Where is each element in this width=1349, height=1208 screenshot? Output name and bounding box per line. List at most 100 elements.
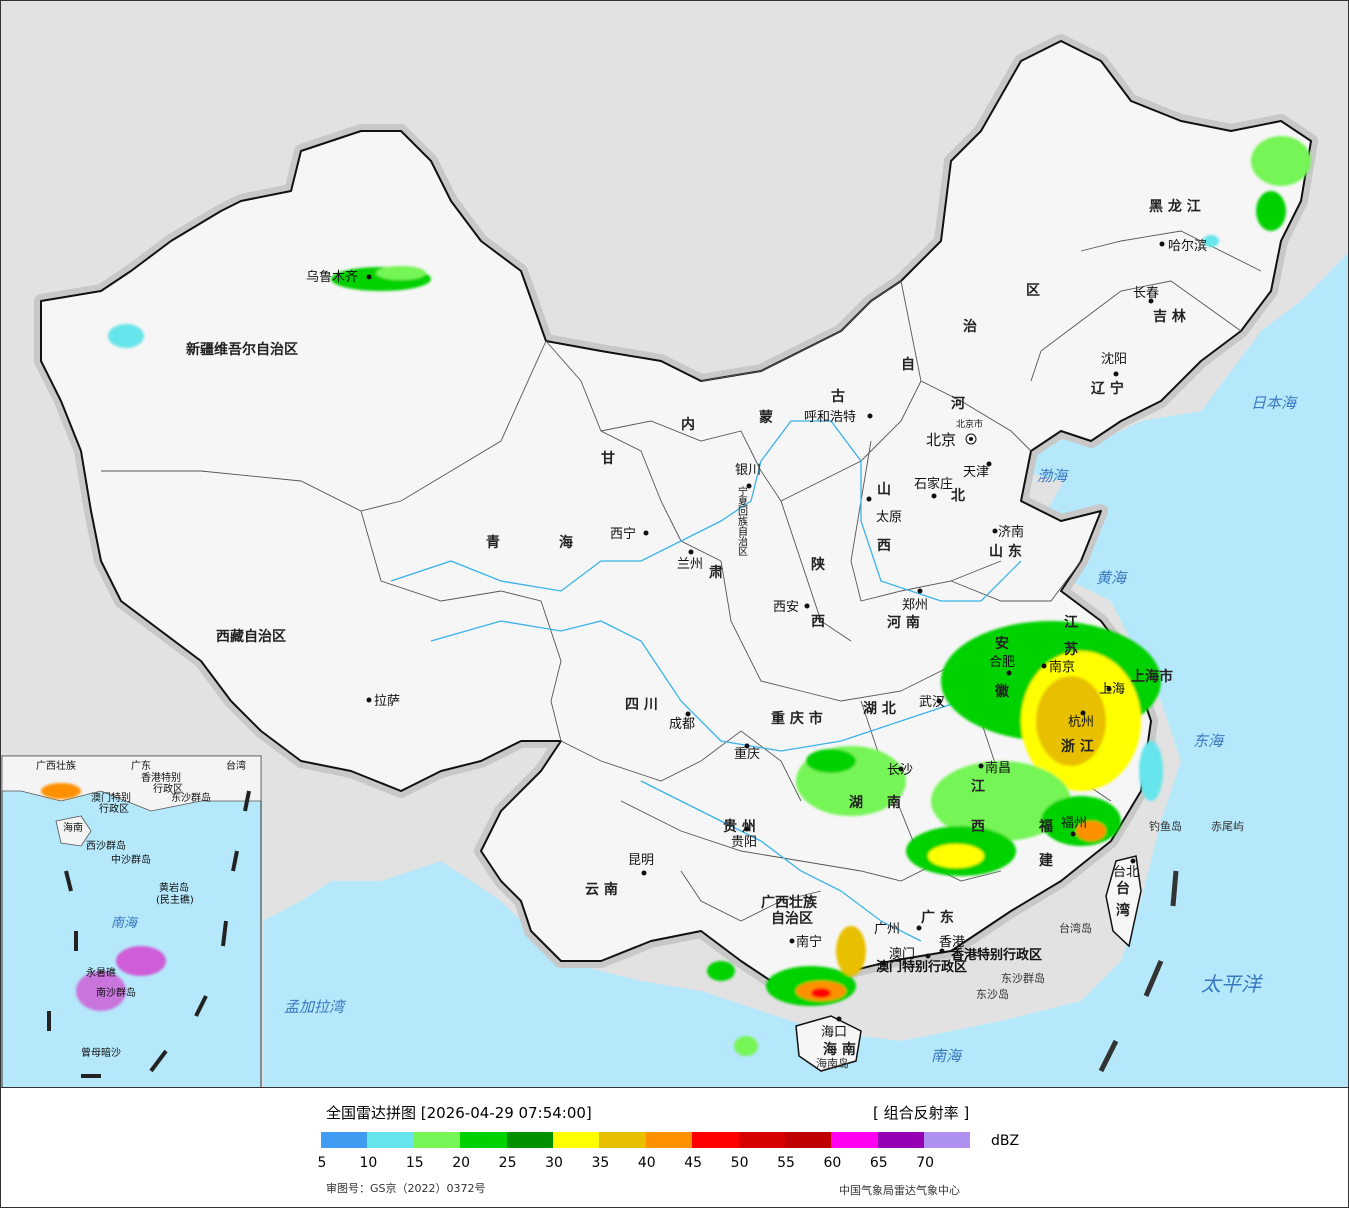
city-lanzhou: 兰州 xyxy=(677,557,703,572)
label-hunan-1: 湖 xyxy=(849,795,863,811)
legend-product: [ 组合反射率 ] xyxy=(873,1104,970,1122)
legend-panel: 全国雷达拼图 [2026-04-29 07:54:00] [ 组合反射率 ] d… xyxy=(0,1088,1349,1208)
inset-nansha: 南沙群岛 xyxy=(96,986,136,999)
sea-donghai-label: 东海 xyxy=(1193,732,1225,750)
label-qinghai-1: 青 xyxy=(486,534,500,551)
approval-number: 审图号：GS京（2022）0372号 xyxy=(326,1182,486,1195)
label-shandong: 山 东 xyxy=(989,543,1022,560)
label-zhejiang: 浙 江 xyxy=(1061,738,1094,755)
city-shenyang: 沈阳 xyxy=(1101,352,1127,367)
sea-japan-label: 日本海 xyxy=(1251,394,1298,412)
sea-japan xyxy=(1241,381,1348,561)
city-wuhan: 武汉 xyxy=(919,695,945,710)
inset-xzq: 行政区 xyxy=(153,782,183,795)
south-china-sea-inset xyxy=(1,755,262,1087)
label-gansu-1: 甘 xyxy=(601,450,615,467)
source-agency: 中国气象局雷达气象中心 xyxy=(839,1184,960,1197)
legend-title: 全国雷达拼图 [2026-04-29 07:54:00] xyxy=(326,1104,592,1122)
label-sichuan: 四 川 xyxy=(625,697,658,713)
sea-nanhai-label: 南海 xyxy=(931,1047,963,1065)
inset-zengmu: 曾母暗沙 xyxy=(81,1046,121,1059)
island-diaoyu: 钓鱼岛 xyxy=(1149,819,1182,833)
label-taiwan-2: 湾 xyxy=(1116,902,1130,919)
label-guizhou: 贵 州 xyxy=(723,818,756,835)
scale-tick-label: 55 xyxy=(777,1155,795,1171)
label-nmg-6: 区 xyxy=(1026,283,1040,299)
label-jiangxi-1: 江 xyxy=(971,778,985,795)
scale-segment xyxy=(321,1132,368,1148)
scale-tick-label: 70 xyxy=(916,1155,935,1171)
label-henan: 河 南 xyxy=(887,614,920,631)
island-taiwan: 台湾岛 xyxy=(1059,921,1092,935)
city-chengdu: 成都 xyxy=(669,717,695,732)
label-hebei-1: 河 xyxy=(951,395,965,412)
city-nanning: 南宁 xyxy=(796,934,822,950)
legend-unit: dBZ xyxy=(991,1133,1020,1149)
label-hongkong: 香港特别行政区 xyxy=(950,947,1042,963)
label-guangxi-2: 自治区 xyxy=(771,910,813,927)
scale-tick-label: 40 xyxy=(637,1155,656,1171)
city-nanjing: 南京 xyxy=(1049,659,1075,675)
label-guangxi-1: 广西壮族 xyxy=(761,894,818,911)
inset-guangxi: 广西壮族 xyxy=(36,759,76,772)
map-canvas: 新疆维吾尔自治区 西藏自治区 青 海 甘 肃 内 蒙 古 自 治 区 黑 龙 江… xyxy=(1,1,1348,1087)
label-shanxi-2: 西 xyxy=(877,538,891,554)
city-changchun: 长春 xyxy=(1133,286,1159,301)
label-hunan-2: 南 xyxy=(887,794,901,811)
label-hubei: 湖 北 xyxy=(863,701,896,717)
label-ningxia: 宁夏回族自治区 xyxy=(736,485,748,556)
scale-segment xyxy=(924,1132,971,1148)
scale-segment xyxy=(784,1132,832,1148)
inset-dongsha: 东沙群岛 xyxy=(171,791,211,804)
label-heilongjiang: 黑 龙 江 xyxy=(1149,198,1201,215)
inset-taiwan: 台湾 xyxy=(226,759,246,772)
scale-tick-label: 25 xyxy=(498,1155,517,1171)
scale-segment xyxy=(367,1132,414,1148)
city-lhasa: 拉萨 xyxy=(374,694,400,709)
label-liaoning: 辽 宁 xyxy=(1091,380,1124,397)
island-chiwei: 赤尾屿 xyxy=(1211,820,1244,833)
scale-tick-label: 45 xyxy=(684,1155,703,1171)
label-shanxi-1: 山 xyxy=(877,482,891,498)
island-hainan: 海南岛 xyxy=(816,1056,849,1070)
label-hainan: 海 南 xyxy=(823,1041,856,1058)
city-kunming: 昆明 xyxy=(628,853,654,868)
label-fujian-2: 建 xyxy=(1039,852,1053,869)
label-nmg-3: 古 xyxy=(831,388,845,405)
label-shaanxi-2: 西 xyxy=(811,614,825,630)
city-hohhot: 呼和浩特 xyxy=(804,410,856,425)
city-nanchang: 南昌 xyxy=(985,760,1011,776)
color-scale xyxy=(321,1132,971,1148)
nine-dash-right xyxy=(1098,870,1179,1073)
label-gansu-2: 肃 xyxy=(709,564,723,581)
city-taiyuan: 太原 xyxy=(876,510,902,525)
scale-tick-label: 65 xyxy=(869,1155,888,1171)
sea-pacific-label: 太平洋 xyxy=(1201,972,1263,996)
scale-segment xyxy=(738,1132,785,1148)
label-nmg-1: 内 xyxy=(681,416,695,433)
inset-macau: 澳门特别 xyxy=(91,791,131,804)
city-zhengzhou: 郑州 xyxy=(902,598,928,613)
city-chongqing: 重庆 xyxy=(734,746,760,762)
city-haikou: 海口 xyxy=(821,1025,847,1040)
scale-tick-label: 35 xyxy=(591,1155,610,1171)
scale-segment xyxy=(552,1132,600,1148)
city-xian: 西安 xyxy=(773,600,799,615)
scale-segment xyxy=(599,1132,646,1148)
sea-bohai-label: 渤海 xyxy=(1037,467,1069,485)
label-guangdong: 广 东 xyxy=(921,909,954,926)
city-labels: 乌鲁木齐 拉萨 西宁 兰州 银川 呼和浩特 北京 北京市 天津 石家庄 太原 济… xyxy=(306,238,1207,1040)
city-shanghai: 上海 xyxy=(1099,682,1125,697)
label-macau: 澳门特别行政区 xyxy=(876,959,967,975)
scale-segment xyxy=(645,1132,693,1148)
scale-segment xyxy=(413,1132,461,1148)
city-beijing-small: 北京市 xyxy=(956,418,983,430)
scale-segment xyxy=(831,1132,878,1148)
scale-tick-label: 15 xyxy=(405,1155,424,1171)
city-hangzhou: 杭州 xyxy=(1068,715,1094,730)
label-nmg-2: 蒙 xyxy=(759,409,773,426)
city-guangzhou: 广州 xyxy=(874,922,900,937)
inset-zhongsha: 中沙群岛 xyxy=(111,853,151,866)
scale-tick-label: 20 xyxy=(452,1155,471,1171)
scale-tick-label: 10 xyxy=(359,1155,378,1171)
